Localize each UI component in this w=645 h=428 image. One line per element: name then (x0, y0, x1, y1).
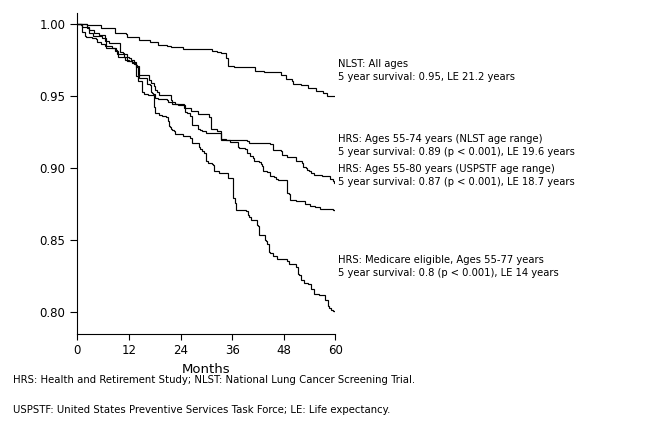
Text: HRS: Ages 55-74 years (NLST age range)
5 year survival: 0.89 (p < 0.001), LE 19.: HRS: Ages 55-74 years (NLST age range) 5… (337, 134, 575, 157)
X-axis label: Months: Months (182, 363, 231, 376)
Text: NLST: All ages
5 year survival: 0.95, LE 21.2 years: NLST: All ages 5 year survival: 0.95, LE… (337, 59, 515, 82)
Text: HRS: Ages 55-80 years (USPSTF age range)
5 year survival: 0.87 (p < 0.001), LE 1: HRS: Ages 55-80 years (USPSTF age range)… (337, 164, 574, 187)
Text: USPSTF: United States Preventive Services Task Force; LE: Life expectancy.: USPSTF: United States Preventive Service… (13, 405, 390, 415)
Text: HRS: Medicare eligible, Ages 55-77 years
5 year survival: 0.8 (p < 0.001), LE 14: HRS: Medicare eligible, Ages 55-77 years… (337, 255, 559, 278)
Text: HRS: Health and Retirement Study; NLST: National Lung Cancer Screening Trial.: HRS: Health and Retirement Study; NLST: … (13, 375, 415, 385)
